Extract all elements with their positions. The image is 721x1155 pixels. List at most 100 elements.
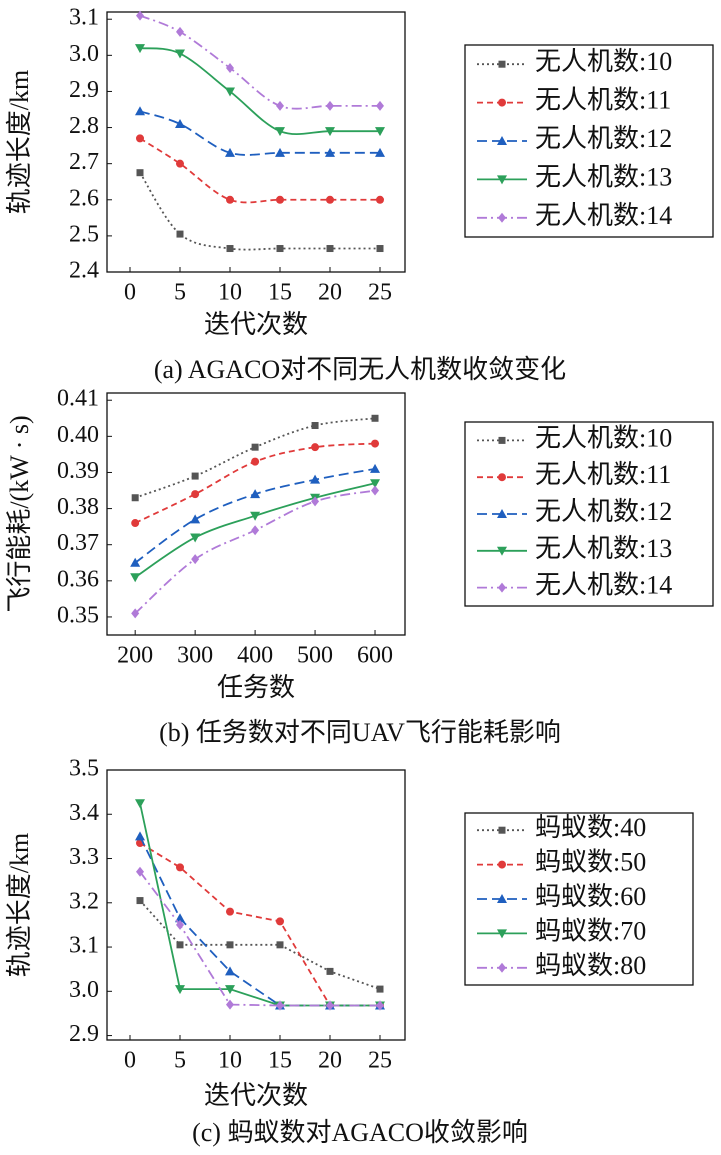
marker (191, 554, 200, 565)
marker (226, 62, 234, 73)
marker (131, 494, 139, 502)
y-tick-label: 3.1 (69, 5, 99, 31)
y-axis-label: 飞行能耗/(kW · s) (5, 415, 34, 612)
y-tick-label: 0.37 (57, 530, 99, 556)
marker (136, 10, 144, 21)
x-tick-label: 25 (368, 1048, 392, 1074)
x-tick-label: 5 (174, 280, 186, 306)
x-tick-label: 10 (218, 1048, 242, 1074)
y-tick-label: 0.38 (57, 494, 99, 520)
y-axis-label: 轨迹长度/km (5, 833, 34, 977)
marker (311, 496, 320, 507)
y-tick-label: 3.2 (69, 888, 99, 914)
marker (136, 169, 144, 177)
legend-label: 无人机数:14 (535, 201, 672, 230)
x-axis-label: 任务数 (217, 673, 295, 702)
marker (326, 245, 334, 253)
x-tick-label: 600 (357, 643, 393, 669)
marker (250, 489, 261, 499)
marker (276, 245, 284, 253)
marker (370, 479, 381, 489)
marker (375, 127, 385, 137)
legend-marker (498, 860, 506, 869)
marker (251, 443, 259, 451)
legend-box (464, 44, 714, 238)
x-tick-label: 15 (268, 280, 292, 306)
y-tick-label: 0.35 (57, 602, 99, 628)
marker (376, 195, 384, 204)
x-tick-label: 25 (368, 280, 392, 306)
marker (275, 127, 285, 137)
series-line (139, 137, 380, 204)
marker (176, 26, 184, 37)
marker (276, 100, 284, 111)
plot-frame (106, 769, 406, 1041)
marker (225, 87, 235, 97)
marker (310, 474, 321, 484)
marker (250, 511, 261, 521)
plot-frame (106, 11, 406, 273)
legend-label: 蚂蚁数:50 (535, 848, 646, 877)
marker (226, 907, 234, 916)
x-tick-label: 20 (318, 1048, 342, 1074)
y-axis-label: 轨迹长度/km (5, 70, 34, 214)
series-line (139, 803, 380, 1007)
caption: (c) 蚂蚁数对AGACO收敛影响 (192, 1118, 528, 1147)
marker (325, 127, 335, 137)
marker (175, 985, 185, 995)
series-line (139, 172, 380, 251)
x-tick-label: 0 (124, 280, 136, 306)
legend-marker (498, 826, 506, 834)
legend-label: 无人机数:10 (535, 47, 672, 76)
legend-marker (497, 509, 507, 518)
legend-marker (497, 546, 507, 556)
marker (175, 118, 185, 128)
marker (226, 195, 234, 204)
marker (176, 863, 184, 872)
y-tick-label: 0.41 (57, 386, 99, 412)
x-tick-label: 0 (124, 1048, 136, 1074)
marker (176, 230, 184, 238)
x-axis-label: 迭代次数 (204, 310, 308, 339)
marker (190, 514, 201, 524)
marker (376, 245, 384, 253)
y-tick-label: 3.5 (69, 756, 99, 782)
y-tick-label: 2.8 (69, 113, 99, 139)
marker (276, 1000, 284, 1011)
x-tick-label: 10 (218, 280, 242, 306)
series-line (134, 442, 376, 524)
series-line (139, 110, 380, 156)
y-tick-label: 3.0 (69, 41, 99, 67)
marker (311, 422, 319, 430)
legend-marker (498, 473, 506, 482)
x-tick-label: 500 (297, 643, 333, 669)
x-tick-label: 300 (177, 643, 213, 669)
series-line (139, 871, 380, 1007)
marker (175, 49, 185, 59)
marker (190, 533, 201, 543)
y-tick-label: 2.7 (69, 149, 99, 175)
marker (136, 866, 144, 877)
legend-label: 蚂蚁数:80 (535, 951, 646, 980)
legend-marker (498, 98, 506, 107)
legend-label: 无人机数:13 (535, 534, 672, 563)
marker (191, 490, 200, 499)
marker (135, 799, 145, 809)
legend-label: 蚂蚁数:40 (535, 813, 646, 842)
legend-marker (497, 894, 507, 903)
series-line (139, 47, 380, 135)
marker (226, 941, 234, 949)
x-axis-label: 迭代次数 (204, 1081, 308, 1110)
legend-label: 无人机数:14 (535, 571, 672, 600)
marker (276, 917, 284, 926)
marker (251, 525, 260, 536)
marker (135, 44, 145, 54)
marker (136, 134, 144, 143)
legend-marker (498, 436, 506, 444)
y-tick-label: 2.6 (69, 185, 99, 211)
y-tick-label: 3.4 (69, 800, 99, 826)
marker (226, 999, 234, 1010)
marker (326, 195, 334, 204)
marker (375, 147, 385, 157)
